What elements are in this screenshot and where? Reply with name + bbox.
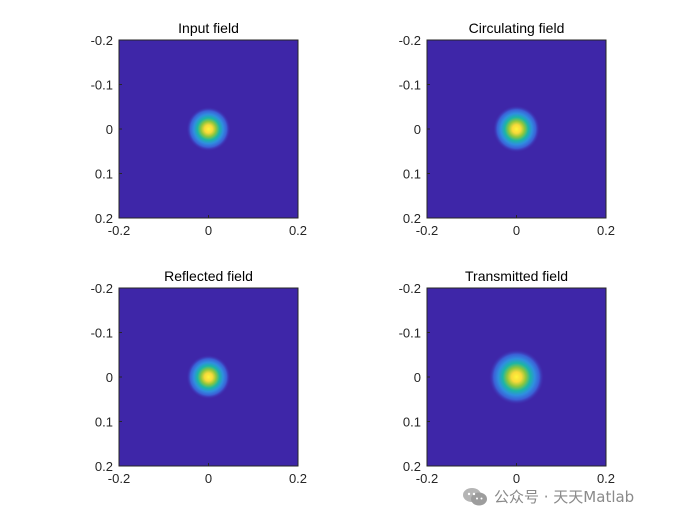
y-tick-label: 0 (414, 370, 421, 385)
y-tick-label: -0.1 (399, 326, 421, 341)
y-tick-label: 0 (106, 122, 113, 137)
y-tick-label: 0.1 (95, 167, 113, 182)
x-tick-label: 0.2 (289, 223, 307, 238)
y-tick-label: -0.1 (399, 78, 421, 93)
beam-spot (488, 349, 545, 405)
x-tick-label: -0.2 (416, 223, 438, 238)
x-tick-label: 0.2 (597, 471, 615, 486)
y-tick-label: -0.1 (91, 326, 113, 341)
y-tick-label: -0.2 (399, 33, 421, 48)
beam-spot (492, 105, 541, 153)
y-tick-label: -0.2 (399, 281, 421, 296)
y-tick-label: -0.2 (91, 33, 113, 48)
y-tick-label: 0.2 (95, 459, 113, 474)
x-tick-label: 0 (205, 471, 212, 486)
panel-3: Reflected field-0.2 0 0.2-0.2-0.100.10.2 (91, 268, 307, 486)
y-tick-label: 0.2 (403, 211, 421, 226)
y-tick-label: 0 (414, 122, 421, 137)
x-tick-label: 0 (205, 223, 212, 238)
y-tick-label: 0.2 (95, 211, 113, 226)
y-tick-label: -0.1 (91, 78, 113, 93)
panel-title: Transmitted field (465, 268, 568, 284)
x-tick-label: -0.2 (108, 471, 130, 486)
panel-1: Input field-0.2 0 0.2-0.2-0.100.10.2 (91, 20, 307, 238)
x-tick-label: 0.2 (597, 223, 615, 238)
panel-title: Reflected field (164, 268, 253, 284)
y-tick-label: 0.1 (403, 415, 421, 430)
watermark: 公众号 · 天天Matlab (462, 486, 634, 507)
y-tick-label: 0.1 (95, 415, 113, 430)
y-tick-label: 0.1 (403, 167, 421, 182)
y-tick-label: 0 (106, 370, 113, 385)
y-tick-label: 0.2 (403, 459, 421, 474)
x-tick-label: 0.2 (289, 471, 307, 486)
watermark-text: 公众号 · 天天Matlab (494, 488, 635, 506)
y-tick-label: -0.2 (91, 281, 113, 296)
x-tick-label: -0.2 (108, 223, 130, 238)
x-tick-label: 0 (513, 471, 520, 486)
x-tick-label: 0 (513, 223, 520, 238)
panel-title: Input field (178, 20, 239, 36)
wechat-icon (463, 487, 487, 505)
x-tick-label: -0.2 (416, 471, 438, 486)
panel-4: Transmitted field-0.2 0 0.2-0.2-0.100.10.2 (399, 268, 615, 486)
beam-spot (186, 354, 231, 400)
beam-spot (186, 106, 231, 152)
panel-title: Circulating field (469, 20, 565, 36)
panel-2: Circulating field-0.2 0 0.2-0.2-0.100.10.2 (399, 20, 615, 238)
